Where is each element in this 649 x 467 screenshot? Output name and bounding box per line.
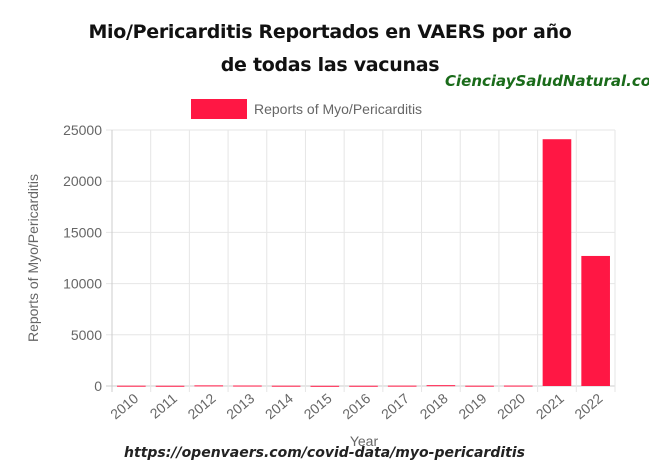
y-tick-label: 20000 [63,173,102,189]
x-tick-label: 2019 [455,390,489,422]
x-axis-label: Year [350,433,379,449]
bar-2017 [387,385,417,387]
bar-2013 [233,385,262,387]
title-line-1: Mio/Pericarditis Reportados en VAERS por… [88,21,572,43]
x-tick-label: 2021 [533,390,567,422]
bar-2018 [426,385,456,387]
x-tick-labels: 2010 2011 2012 2013 2014 2015 2016 2017 2018 2019… [107,390,606,422]
legend-swatch [191,99,247,119]
bar-2022 [581,255,610,386]
y-axis-label: Reports of Myo/Pericarditis [25,174,41,342]
y-tick-label: 5000 [71,327,102,343]
x-tick-label: 2014 [262,390,296,422]
source-url: https://openvaers.com/covid-data/myo-per… [124,445,525,461]
watermark: CienciaySaludNatural.com [445,72,649,90]
bar-2012 [194,385,224,387]
bar-2021 [542,139,572,386]
chart-title: Mio/Pericarditis Reportados en VAERS por… [60,16,600,82]
y-tick-labels: 0 5000 10000 15000 20000 25000 [63,122,102,394]
x-tick-label: 2020 [494,390,528,422]
title-line-2: de todas las vacunas [220,54,440,76]
bar-2011 [155,385,185,387]
y-tick-label: 10000 [63,276,102,292]
bar-2016 [349,385,378,387]
x-tick-label: 2018 [417,390,451,422]
x-tick-label: 2017 [378,390,412,422]
x-tick-label: 2010 [107,390,141,422]
bar-2015 [310,385,340,387]
bar-2014 [271,385,301,387]
y-tick-label: 0 [94,378,102,394]
x-tick-label: 2012 [185,390,219,422]
x-tick-label: 2016 [339,390,373,422]
bars [117,139,610,387]
y-tick-label: 25000 [63,122,102,138]
bar-2010 [117,385,146,387]
bar-2019 [465,385,494,387]
bar-2020 [503,385,533,387]
grid-lines [106,129,616,392]
legend: Reports of Myo/Pericarditis [191,99,422,119]
x-tick-label: 2015 [301,390,335,422]
x-tick-label: 2013 [223,390,257,422]
y-tick-label: 15000 [63,224,102,240]
legend-label: Reports of Myo/Pericarditis [254,101,422,117]
x-tick-label: 2011 [147,390,181,422]
x-tick-label: 2022 [571,390,605,422]
